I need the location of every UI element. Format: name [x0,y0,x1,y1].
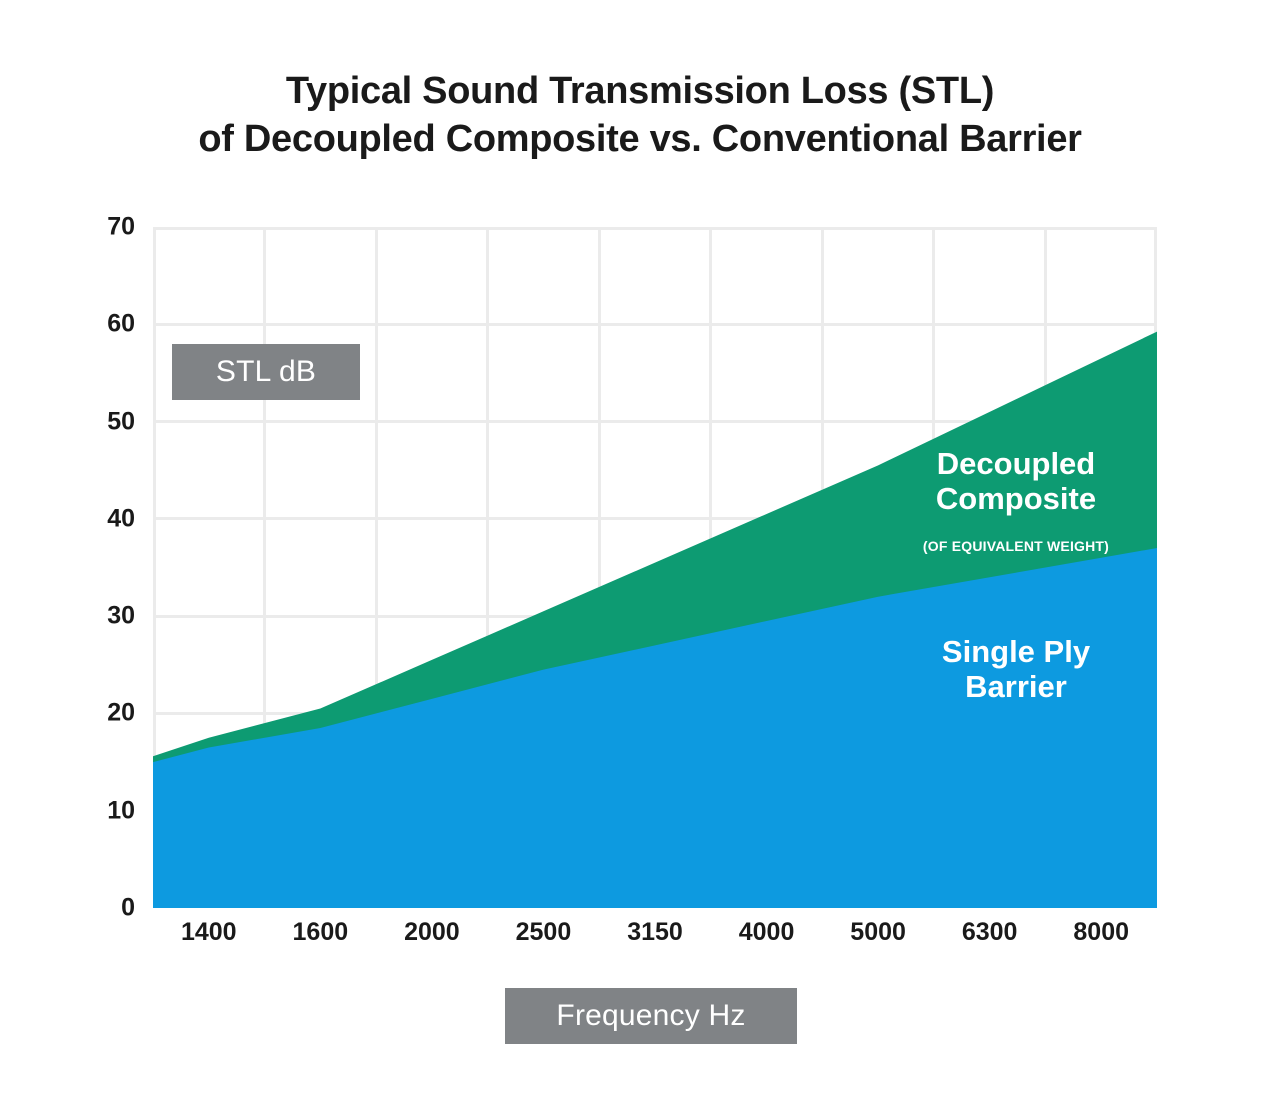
x-tick-label: 6300 [961,918,1018,946]
y-axis-title-box: STL dB [172,344,360,400]
y-tick-label: 10 [107,796,135,825]
y-tick-label: 20 [107,698,135,727]
series-label-single-ply-barrier: Single Ply Barrier [941,634,1091,704]
x-tick-label: 1400 [180,918,237,946]
x-tick-label: 3150 [627,918,683,946]
x-tick-label: 2000 [404,918,460,946]
x-tick-label: 8000 [1073,918,1130,946]
series-sublabel-equivalent-weight: (OF EQUIVALENT WEIGHT) [922,538,1110,554]
y-tick-label: 40 [107,504,135,533]
y-tick-label: 0 [121,893,135,922]
y-tick-label: 70 [107,212,135,241]
x-axis-tick-labels: 1400 1600 2000 2500 3150 4000 5000 6300 8000 [153,918,1157,958]
plot-area [153,227,1157,908]
y-tick-label: 60 [107,309,135,338]
x-tick-label: 1600 [292,918,349,946]
chart-title: Typical Sound Transmission Loss (STL) of… [198,70,1082,160]
x-axis-title-box: Frequency Hz [505,988,797,1044]
y-axis-tick-labels: 0 10 20 30 40 50 60 70 [0,213,135,922]
area-single-ply-barrier [153,548,1157,908]
y-tick-label: 30 [107,601,135,630]
chart-series-layer [153,331,1157,908]
x-tick-label: 2500 [515,918,572,946]
y-tick-label: 50 [107,407,135,436]
x-tick-label: 4000 [738,918,795,946]
x-tick-label: 5000 [850,918,906,946]
series-label-decoupled-composite: Decoupled Composite [935,446,1097,516]
